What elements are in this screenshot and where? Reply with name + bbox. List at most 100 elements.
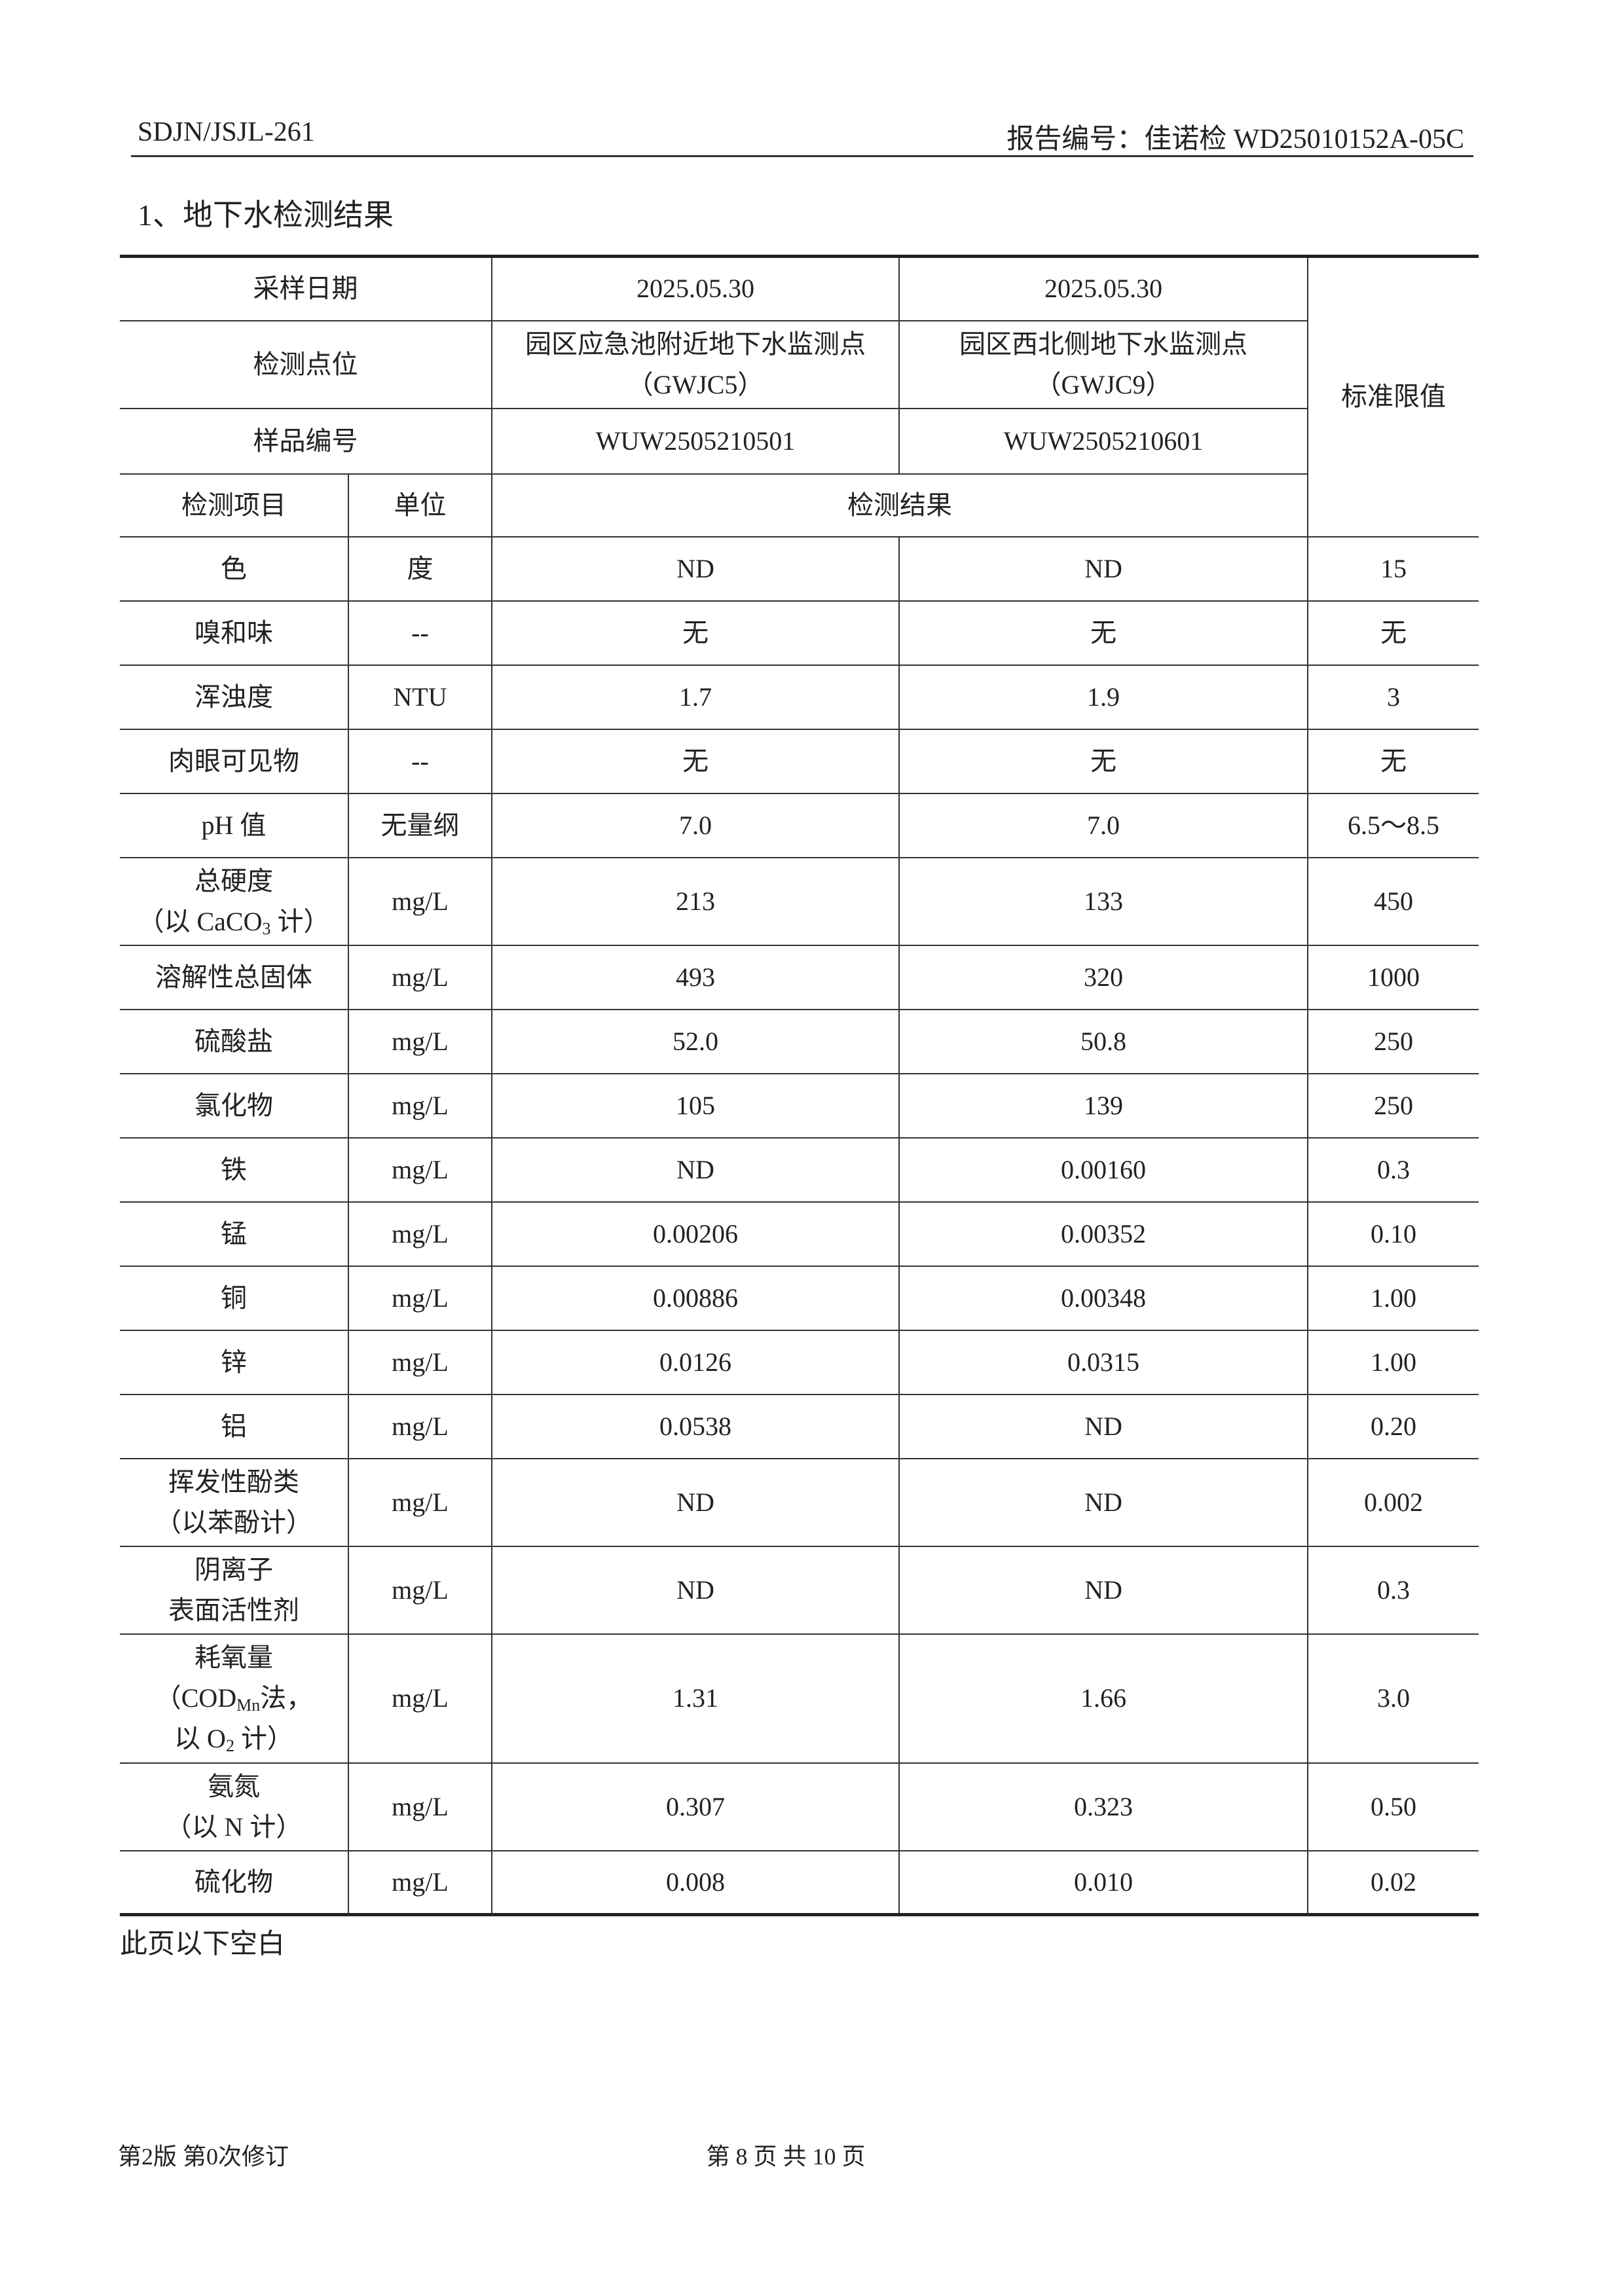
unit: mg/L: [348, 1265, 492, 1331]
result: 1.7: [491, 664, 900, 730]
test-item: 嗅和味: [120, 600, 349, 666]
result: 无: [491, 600, 900, 666]
column-header: 检测结果: [491, 473, 1308, 538]
result: 0.00160: [898, 1137, 1308, 1203]
limit: 450: [1307, 856, 1479, 946]
result: ND: [898, 1393, 1308, 1459]
cell-line: 硫化物: [194, 1867, 273, 1897]
result: 1.66: [898, 1633, 1308, 1764]
result: 52.0: [491, 1008, 900, 1074]
test-item: 锌: [120, 1329, 349, 1395]
unit: --: [348, 728, 492, 794]
table-row: 色度 ND ND 15: [120, 536, 1479, 602]
test-item: 肉眼可见物: [120, 728, 349, 794]
unit: mg/L: [348, 944, 492, 1010]
cell-line: 园区应急池附近地下水监测点: [525, 329, 866, 359]
unit: mg/L: [348, 1762, 492, 1851]
limit: 0.50: [1307, 1762, 1479, 1851]
unit: 无量纲: [348, 792, 492, 858]
result: 无: [898, 728, 1308, 794]
result: 0.010: [898, 1850, 1308, 1916]
limit: 0.02: [1307, 1850, 1479, 1916]
cell-line: 铁: [221, 1154, 247, 1184]
point-label: 检测点位: [120, 319, 492, 409]
table-row: pH 值无量纲 7.0 7.0 6.5～8.5: [120, 792, 1479, 858]
table-row: 溶解性总固体 mg/L 493 320 1000: [120, 944, 1479, 1010]
table-row: 氨氮 （以 N 计） mg/L 0.307 0.323 0.50: [120, 1762, 1479, 1851]
limit: 15: [1307, 536, 1479, 602]
cell-line: pH 值: [201, 810, 267, 840]
unit: mg/L: [348, 1072, 492, 1139]
unit: mg/L: [348, 1633, 492, 1764]
column-header: 单位: [348, 473, 492, 538]
limit: 1.00: [1307, 1329, 1479, 1395]
sample-point: 园区西北侧地下水监测点 （GWJC9）: [898, 319, 1308, 409]
result: 0.00886: [491, 1265, 900, 1331]
subscript: 2: [225, 1736, 234, 1755]
table-row: 采样日期 2025.05.30 2025.05.30 标准限值: [120, 255, 1479, 538]
cell-line: 挥发性酚类: [168, 1467, 299, 1497]
unit: --: [348, 600, 492, 666]
result: ND: [898, 1545, 1308, 1635]
limit: 无: [1307, 600, 1479, 666]
sample-date: 2025.05.30: [898, 255, 1308, 321]
test-item: 氯化物: [120, 1072, 349, 1139]
subscript: Mn: [236, 1696, 261, 1715]
section-title: 1、地下水检测结果: [138, 198, 394, 232]
text-part: 以 O: [174, 1724, 226, 1753]
result: 320: [898, 944, 1308, 1010]
table-row: 铜 mg/L 0.00886 0.00348 1.00: [120, 1265, 1479, 1331]
result: ND: [898, 1457, 1308, 1547]
test-item: 硫化物: [120, 1850, 349, 1916]
test-item: 铁: [120, 1137, 349, 1203]
result: ND: [491, 1545, 900, 1635]
test-item: 总硬度 （以 CaCO3 计）: [120, 856, 349, 946]
table-row: 挥发性酚类 （以苯酚计） mg/L ND ND 0.002: [120, 1457, 1479, 1547]
table-row: 铝 mg/L 0.0538 ND 0.20: [120, 1393, 1479, 1459]
result: 1.31: [491, 1633, 900, 1764]
cell-line: （GWJC9）: [1035, 369, 1172, 399]
text-part: （COD: [155, 1683, 237, 1713]
table-row: 硫化物 mg/L 0.008 0.010 0.02: [120, 1850, 1479, 1916]
limit: 0.002: [1307, 1457, 1479, 1547]
result: 105: [491, 1072, 900, 1139]
test-item: 耗氧量 （CODMn法，以 O2 计）: [120, 1633, 349, 1764]
limit: 1.00: [1307, 1265, 1479, 1331]
unit: mg/L: [348, 1850, 492, 1916]
result: 0.307: [491, 1762, 900, 1851]
cell-line: 以 O2 计）: [120, 1719, 348, 1759]
limit: 250: [1307, 1008, 1479, 1074]
result: 1.9: [898, 664, 1308, 730]
footer-center: 第 8 页 共 10 页: [706, 2143, 866, 2170]
text-part: 计）: [270, 906, 330, 936]
table-row: 嗅和味 -- 无无无: [120, 600, 1479, 666]
cell-line: 色: [221, 553, 247, 583]
table-row: 铁 mg/L ND 0.00160 0.3: [120, 1137, 1479, 1203]
cell-line: 锌: [221, 1347, 247, 1377]
test-item: 挥发性酚类 （以苯酚计）: [120, 1457, 349, 1547]
unit: mg/L: [348, 1393, 492, 1459]
limit: 6.5～8.5: [1307, 792, 1479, 858]
sample-label: 样品编号: [120, 407, 492, 475]
test-item: 硫酸盐: [120, 1008, 349, 1074]
limit: 0.3: [1307, 1137, 1479, 1203]
result: 7.0: [491, 792, 900, 858]
limit: 0.3: [1307, 1545, 1479, 1635]
limit: 3.0: [1307, 1633, 1479, 1764]
result: ND: [898, 536, 1308, 602]
table-row: 阴离子 表面活性剂 mg/L ND ND 0.3: [120, 1545, 1479, 1635]
result: 139: [898, 1072, 1308, 1139]
text-part: 计）: [234, 1724, 293, 1753]
cell-line: 园区西北侧地下水监测点: [959, 329, 1247, 359]
limit: 1000: [1307, 944, 1479, 1010]
cell-line: （以苯酚计）: [155, 1507, 312, 1537]
date-label: 采样日期: [120, 255, 492, 321]
table-row: 样品编号 WUW2505210501 WUW2505210601: [120, 407, 1479, 475]
result: 0.00206: [491, 1201, 900, 1267]
unit: mg/L: [348, 1137, 492, 1203]
column-header: 检测项目: [120, 473, 349, 538]
table-row: 浑浊度 NTU 1.7 1.9 3: [120, 664, 1479, 730]
table-row: 硫酸盐 mg/L 52.0 50.8 250: [120, 1008, 1479, 1074]
result: ND: [491, 1457, 900, 1547]
table-row: 锌 mg/L 0.0126 0.0315 1.00: [120, 1329, 1479, 1395]
